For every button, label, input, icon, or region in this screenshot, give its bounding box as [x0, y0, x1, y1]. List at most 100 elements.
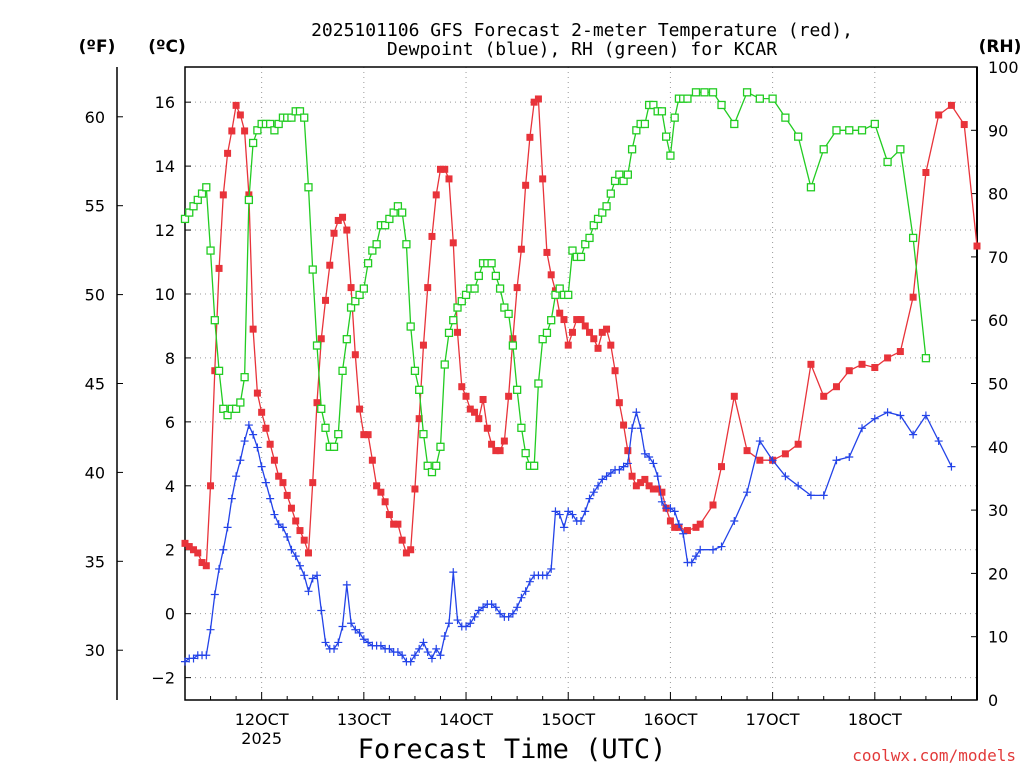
rh-point	[683, 94, 692, 103]
dewpoint-point	[453, 616, 462, 625]
rh-point	[768, 94, 777, 103]
temperature-point	[445, 175, 453, 183]
temperature-point	[249, 325, 257, 333]
x-tick-sublabel: 2025	[241, 729, 282, 748]
temperature-point	[377, 488, 385, 496]
dewpoint-point	[308, 574, 317, 583]
temperature-point	[351, 351, 359, 359]
dewpoint-point	[474, 606, 483, 615]
temperature-point	[568, 328, 576, 336]
temperature-point	[500, 437, 508, 445]
rh-tick-label: 60	[988, 311, 1008, 330]
temperature-point	[462, 392, 470, 400]
temperature-point	[211, 367, 219, 375]
rh-point	[240, 373, 249, 382]
rh-tick-label: 50	[988, 375, 1008, 394]
dewpoint-point	[287, 545, 296, 554]
rh-point	[530, 461, 539, 470]
temperature-point	[654, 485, 662, 493]
rh-point	[406, 322, 415, 331]
dewpoint-point	[181, 657, 189, 666]
temperature-point	[492, 447, 500, 455]
chart-title-line-1: 2025101106 GFS Forecast 2-meter Temperat…	[311, 20, 853, 41]
temperature-point	[845, 367, 853, 375]
rh-point	[623, 170, 632, 179]
dewpoint-point	[947, 462, 956, 471]
dewpoint-point	[666, 504, 675, 513]
rh-point	[632, 126, 641, 135]
rh-point	[219, 404, 228, 413]
dewpoint-point	[496, 609, 505, 618]
x-tick-label: 12OCT	[235, 710, 289, 729]
dewpoint-point	[440, 632, 449, 641]
rh-point	[359, 284, 368, 293]
dewpoint-point	[249, 430, 258, 439]
rh-point	[244, 195, 254, 205]
rh-point	[615, 170, 624, 179]
rh-point	[436, 442, 445, 451]
rh-point	[602, 202, 611, 211]
temperature-point	[270, 456, 278, 464]
temperature-point	[573, 316, 581, 324]
temperature-point	[781, 450, 789, 458]
rh-point	[908, 233, 918, 243]
rh-point	[666, 151, 675, 160]
rh-point	[189, 202, 198, 211]
rh-point	[355, 290, 364, 300]
dewpoint-point	[581, 507, 590, 516]
rh-point	[444, 328, 454, 338]
temperature-point	[628, 472, 636, 480]
celsius-tick-label: 4	[165, 477, 175, 496]
temperature-point	[488, 440, 496, 448]
dewpoint-point	[419, 638, 428, 647]
rh-point	[700, 88, 709, 97]
temperature-point	[620, 421, 628, 429]
temperature-point	[560, 316, 568, 324]
dewpoint-point	[858, 424, 867, 433]
temperature-point	[696, 520, 704, 528]
rh-point	[248, 138, 258, 148]
rh-point	[304, 183, 313, 192]
rh-point	[270, 126, 279, 135]
rh-point	[551, 290, 560, 300]
temperature-point	[458, 383, 466, 391]
dewpoint-point	[240, 437, 249, 446]
dewpoint-point	[640, 449, 649, 458]
rh-tick-label: 20	[988, 564, 1008, 583]
rh-point	[312, 341, 322, 350]
rh-point	[662, 132, 671, 141]
rh-point	[410, 366, 420, 375]
temperature-point	[666, 517, 674, 525]
temperature-line	[184, 97, 978, 567]
rh-point	[691, 88, 701, 97]
temperature-point	[718, 463, 726, 471]
dewpoint-point	[896, 411, 905, 420]
rh-point	[287, 113, 296, 122]
dewpoint-point	[551, 507, 560, 516]
rh-point	[870, 119, 879, 129]
dewpoint-point	[934, 437, 943, 446]
temperature-point	[709, 501, 717, 509]
temperature-point	[632, 482, 640, 490]
rh-point	[517, 423, 526, 432]
rh-point	[832, 126, 841, 135]
temperature-point	[364, 431, 372, 439]
rh-point	[755, 94, 764, 103]
temperature-point	[215, 264, 223, 272]
temperature-point	[671, 523, 679, 531]
dewpoint-point	[559, 523, 568, 532]
rh-point	[610, 176, 620, 186]
dewpoint-point	[568, 510, 577, 519]
fahrenheit-unit-label: (ºF)	[79, 37, 116, 57]
dewpoint-point	[206, 625, 215, 634]
temperature-point	[896, 348, 904, 356]
celsius-tick-label: −2	[151, 669, 175, 688]
rh-point	[606, 189, 615, 198]
celsius-tick-label: 8	[165, 349, 175, 368]
dewpoint-point	[300, 571, 309, 580]
rh-point	[585, 233, 594, 243]
dewpoint-point	[845, 453, 854, 462]
dewpoint-point	[342, 580, 351, 589]
